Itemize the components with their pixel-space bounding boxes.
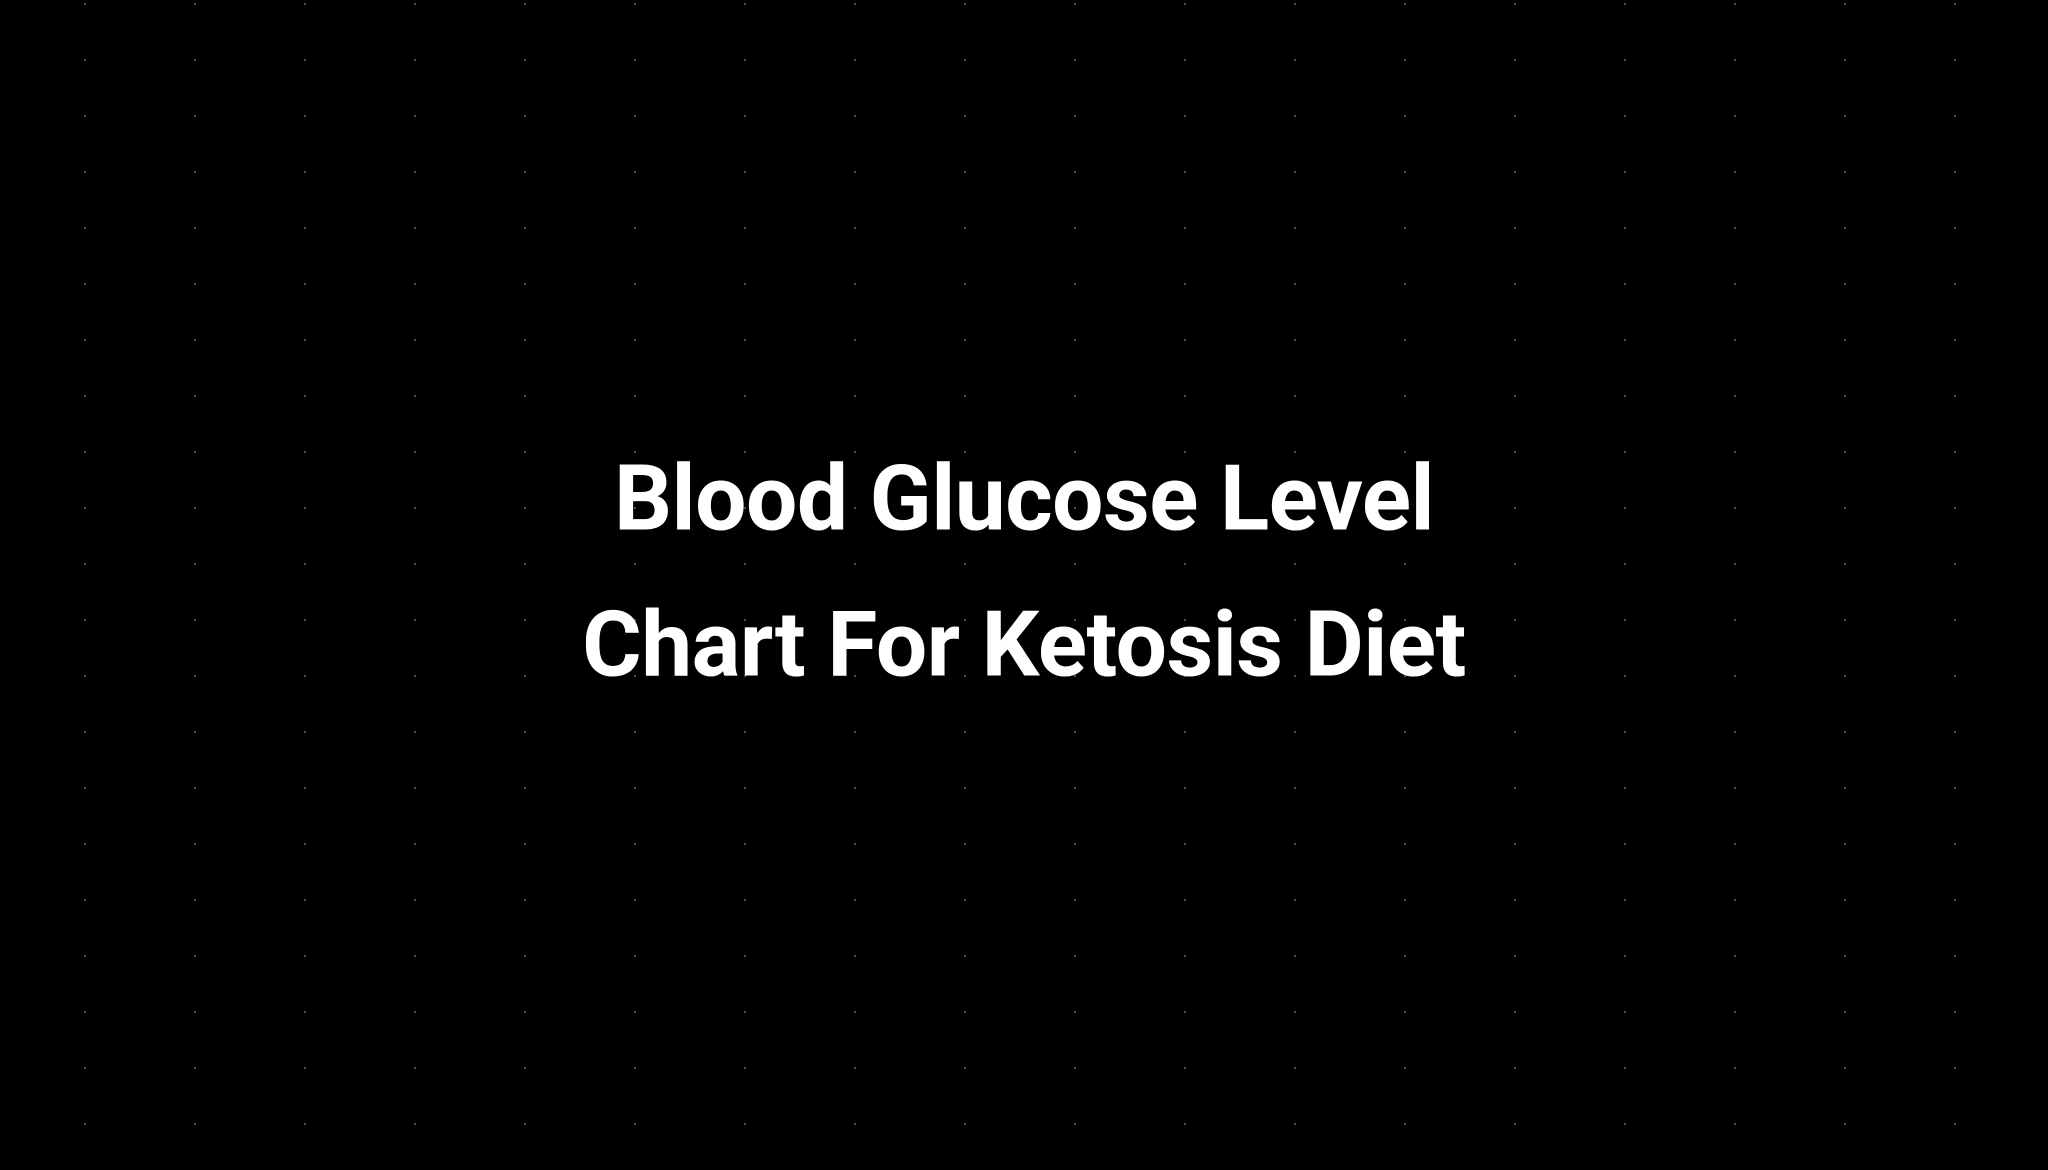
title-container: Blood Glucose Level Chart For Ketosis Di… — [0, 428, 2048, 719]
page-title: Blood Glucose Level Chart For Ketosis Di… — [524, 428, 1524, 719]
